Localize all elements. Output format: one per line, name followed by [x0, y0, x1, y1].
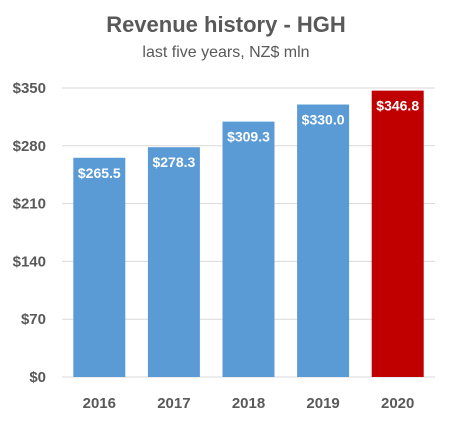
chart-title: Revenue history - HGH — [106, 12, 346, 37]
x-tick-label: 2020 — [381, 395, 414, 412]
x-tick-label: 2016 — [83, 395, 116, 412]
data-label: $309.3 — [227, 129, 270, 145]
bar — [222, 121, 275, 378]
bar — [73, 157, 126, 377]
bar — [297, 104, 350, 377]
data-label: $330.0 — [302, 112, 345, 128]
y-tick-label: $0 — [29, 369, 46, 386]
data-label: $346.8 — [376, 98, 419, 114]
y-tick-label: $350 — [13, 80, 46, 97]
y-tick-label: $70 — [21, 311, 46, 328]
data-label: $278.3 — [152, 154, 195, 170]
chart-subtitle: last five years, NZ$ mln — [142, 44, 310, 61]
x-tick-label: 2019 — [306, 395, 339, 412]
x-tick-label: 2018 — [232, 395, 265, 412]
bar — [147, 147, 200, 377]
x-tick-label: 2017 — [157, 395, 190, 412]
y-tick-label: $140 — [13, 253, 46, 270]
y-tick-label: $210 — [13, 196, 46, 213]
data-label: $265.5 — [78, 165, 121, 181]
bar — [371, 90, 424, 378]
y-tick-label: $280 — [13, 138, 46, 155]
